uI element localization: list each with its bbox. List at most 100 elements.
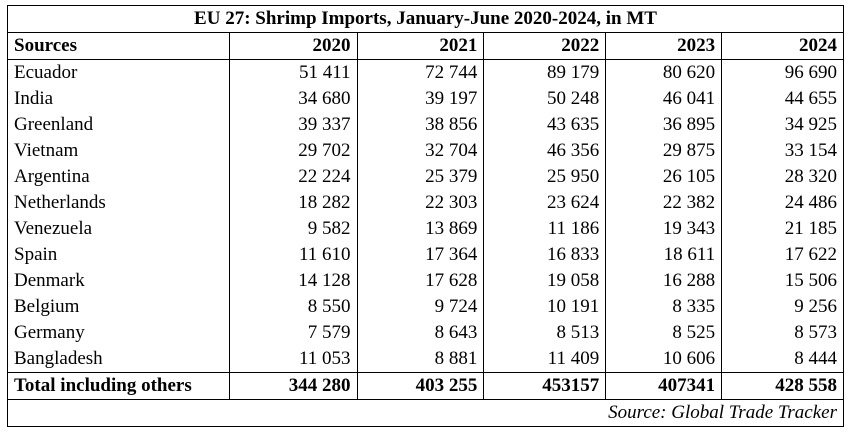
cell: 21 185 [721,216,844,242]
cell: 19 058 [483,268,607,294]
data-row: Venezuela 9 582 13 869 11 186 19 343 21 185 [7,216,844,242]
cell: 14 128 [228,268,358,294]
cell: 9 256 [721,294,844,320]
cell: 10 191 [483,294,607,320]
cell: 96 690 [721,59,844,86]
cell: 32 704 [356,138,485,164]
data-row: Denmark 14 128 17 628 19 058 16 288 15 506 [7,268,844,294]
cell: 43 635 [483,112,607,138]
cell: 34 680 [228,86,358,112]
cell: 8 643 [356,320,485,346]
cell: 17 364 [356,242,485,268]
header-row: Sources 2020 2021 2022 2023 2024 [7,32,844,60]
data-row: Vietnam 29 702 32 704 46 356 29 875 33 154 [7,138,844,164]
table-body: EU 27: Shrimp Imports, January-June 2020… [7,5,844,427]
cell: 407341 [605,372,723,400]
cell: 51 411 [228,59,358,86]
cell: 36 895 [605,112,723,138]
cell: 25 379 [356,164,485,190]
cell: 2021 [356,32,485,60]
row-label: India [7,86,230,112]
data-row: Bangladesh 11 053 8 881 11 409 10 606 8 444 [7,346,844,373]
cell: 44 655 [721,86,844,112]
data-row: Ecuador 51 411 72 744 89 179 80 620 96 690 [7,59,844,86]
cell: 38 856 [356,112,485,138]
data-row: Greenland 39 337 38 856 43 635 36 895 34 925 [7,112,844,138]
source-note: Source: Global Trade Tracker [7,399,844,427]
cell: 89 179 [483,59,607,86]
row-label: Netherlands [7,190,230,216]
data-row: Germany 7 579 8 643 8 513 8 525 8 573 [7,320,844,346]
cell: 29 875 [605,138,723,164]
cell: 19 343 [605,216,723,242]
cell: 39 337 [228,112,358,138]
cell: 2024 [721,32,844,60]
cell: 34 925 [721,112,844,138]
cell: 33 154 [721,138,844,164]
row-label: Total including others [7,372,230,400]
cell: 8 550 [228,294,358,320]
source-row: Source: Global Trade Tracker [7,399,844,427]
cell: 9 582 [228,216,358,242]
cell: 29 702 [228,138,358,164]
table-title: EU 27: Shrimp Imports, January-June 2020… [7,5,844,33]
row-label: Belgium [7,294,230,320]
cell: 22 224 [228,164,358,190]
cell: 17 628 [356,268,485,294]
cell: 2023 [605,32,723,60]
total-row: Total including others 344 280 403 255 4531… [7,372,844,400]
cell: 39 197 [356,86,485,112]
cell: 11 053 [228,346,358,373]
cell: 428 558 [721,372,844,400]
row-label: Ecuador [7,59,230,86]
cell: 80 620 [605,59,723,86]
cell: 24 486 [721,190,844,216]
row-label: Greenland [7,112,230,138]
cell: 26 105 [605,164,723,190]
cell: 16 288 [605,268,723,294]
cell: 18 282 [228,190,358,216]
row-label: Vietnam [7,138,230,164]
cell: 8 444 [721,346,844,373]
cell: 11 409 [483,346,607,373]
data-row: Netherlands 18 282 22 303 23 624 22 382 24 48… [7,190,844,216]
cell: 8 525 [605,320,723,346]
cell: 344 280 [228,372,358,400]
title-row: EU 27: Shrimp Imports, January-June 2020… [7,5,844,33]
cell: 453157 [483,372,607,400]
row-label: Venezuela [7,216,230,242]
cell: 11 186 [483,216,607,242]
cell: 46 041 [605,86,723,112]
imports-table: EU 27: Shrimp Imports, January-June 2020… [7,5,844,427]
cell: 13 869 [356,216,485,242]
cell: 8 881 [356,346,485,373]
row-label: Denmark [7,268,230,294]
cell: 8 335 [605,294,723,320]
cell: 2020 [228,32,358,60]
cell: 50 248 [483,86,607,112]
cell: 403 255 [356,372,485,400]
cell: 46 356 [483,138,607,164]
cell: 28 320 [721,164,844,190]
row-label: Germany [7,320,230,346]
cell: 7 579 [228,320,358,346]
row-label: Sources [7,32,230,60]
row-label: Argentina [7,164,230,190]
cell: 22 303 [356,190,485,216]
cell: 8 513 [483,320,607,346]
row-label: Bangladesh [7,346,230,373]
cell: 22 382 [605,190,723,216]
cell: 23 624 [483,190,607,216]
cell: 72 744 [356,59,485,86]
cell: 8 573 [721,320,844,346]
cell: 11 610 [228,242,358,268]
cell: 10 606 [605,346,723,373]
cell: 16 833 [483,242,607,268]
data-row: Spain 11 610 17 364 16 833 18 611 17 622 [7,242,844,268]
data-row: Belgium 8 550 9 724 10 191 8 335 9 256 [7,294,844,320]
cell: 17 622 [721,242,844,268]
cell: 2022 [483,32,607,60]
cell: 25 950 [483,164,607,190]
data-row: Argentina 22 224 25 379 25 950 26 105 28 320 [7,164,844,190]
